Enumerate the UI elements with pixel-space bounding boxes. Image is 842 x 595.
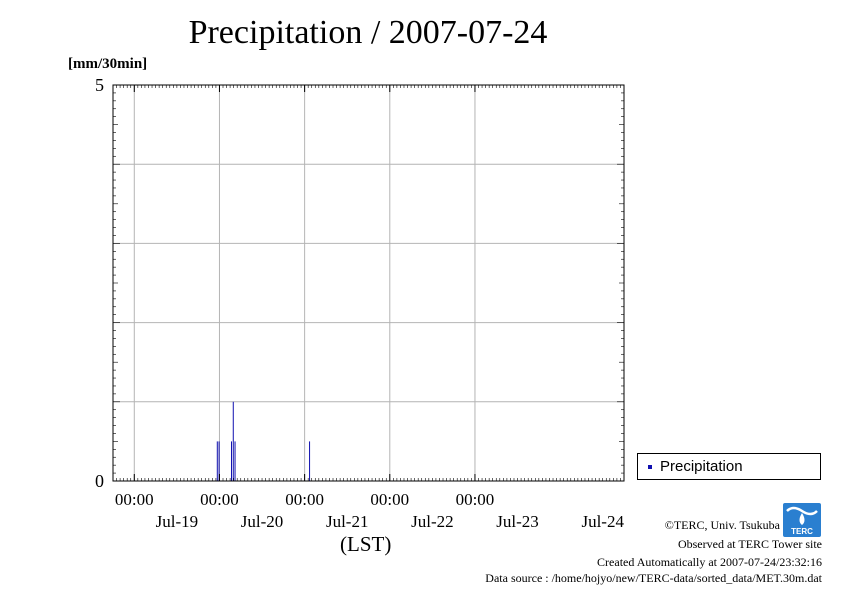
x-tick-label: 00:00 — [200, 490, 239, 509]
x-date-label: Jul-22 — [411, 512, 454, 531]
x-date-label: Jul-21 — [326, 512, 369, 531]
y-tick-label: 0 — [95, 471, 104, 491]
credit-copyright: ©TERC, Univ. Tsukuba — [664, 518, 780, 532]
bar — [218, 441, 220, 481]
x-tick-label: 00:00 — [456, 490, 495, 509]
credit-created: Created Automatically at 2007-07-24/23:3… — [597, 555, 822, 569]
y-axis-unit-label: [mm/30min] — [68, 56, 148, 72]
credit-data-source: Data source : /home/hojyo/new/TERC-data/… — [485, 571, 822, 585]
bar — [232, 401, 234, 481]
bar — [309, 441, 311, 481]
x-date-label: Jul-20 — [241, 512, 284, 531]
x-date-label: Jul-19 — [156, 512, 199, 531]
legend-label: Precipitation — [660, 458, 743, 475]
x-tick-label: 00:00 — [370, 490, 409, 509]
x-axis-label: (LST) — [340, 532, 392, 556]
legend-swatch — [648, 465, 652, 469]
bar — [230, 441, 232, 481]
chart-title: Precipitation / 2007-07-24 — [188, 14, 548, 51]
bar — [216, 441, 218, 481]
y-tick-label: 5 — [95, 75, 104, 95]
bar — [234, 441, 236, 481]
terc-logo: TERC — [783, 503, 821, 537]
svg-text:TERC: TERC — [791, 527, 813, 536]
credit-observed: Observed at TERC Tower site — [677, 537, 822, 551]
chart-legend: Precipitation — [637, 453, 821, 480]
plot-frame — [112, 84, 625, 482]
x-date-label: Jul-24 — [581, 512, 624, 531]
x-date-label: Jul-23 — [496, 512, 539, 531]
x-tick-label: 00:00 — [285, 490, 324, 509]
x-tick-label: 00:00 — [115, 490, 154, 509]
